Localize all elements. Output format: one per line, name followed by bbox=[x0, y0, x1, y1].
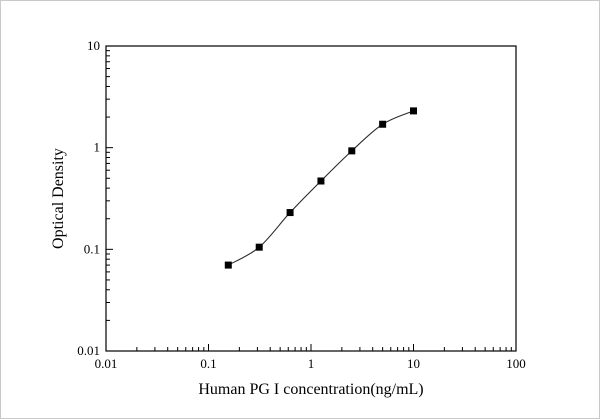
x-tick-label: 0.1 bbox=[200, 356, 216, 371]
y-axis-title: Optical Density bbox=[50, 148, 67, 249]
y-tick-label: 0.1 bbox=[84, 241, 100, 256]
y-tick-label: 0.01 bbox=[77, 343, 100, 358]
y-tick-label: 10 bbox=[87, 38, 100, 53]
data-point-marker bbox=[224, 261, 232, 269]
data-point-marker bbox=[286, 209, 294, 217]
data-point-marker bbox=[255, 243, 263, 251]
y-tick-label: 1 bbox=[94, 140, 101, 155]
data-point-marker bbox=[317, 177, 325, 185]
x-tick-label: 100 bbox=[506, 356, 526, 371]
y-axis-ticks bbox=[106, 45, 113, 352]
data-point-markers bbox=[224, 107, 417, 269]
data-point-marker bbox=[348, 147, 356, 155]
plot-frame bbox=[105, 45, 517, 352]
x-tick-label: 10 bbox=[407, 356, 420, 371]
x-tick-label: 0.01 bbox=[95, 356, 118, 371]
data-point-marker bbox=[379, 120, 387, 128]
x-axis-ticks bbox=[105, 344, 517, 351]
x-tick-label: 1 bbox=[308, 356, 315, 371]
x-tick-labels: 0.01 0.1 1 10 100 bbox=[95, 356, 526, 371]
standard-curve-line bbox=[228, 110, 414, 266]
x-axis-title: Human PG I concentration(ng/mL) bbox=[198, 381, 423, 398]
y-tick-labels: 0.01 0.1 1 10 bbox=[77, 38, 100, 358]
data-point-marker bbox=[410, 107, 417, 115]
